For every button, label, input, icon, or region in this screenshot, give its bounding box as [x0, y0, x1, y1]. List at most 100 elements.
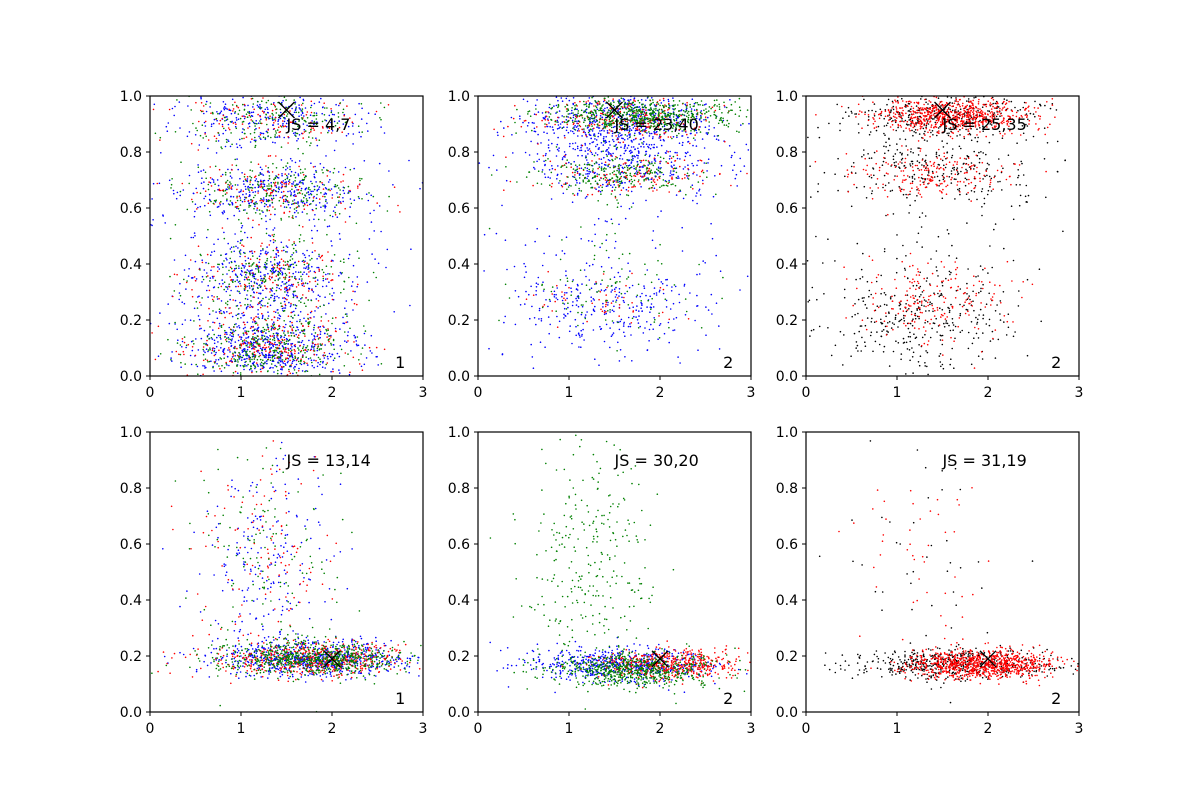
scatter-point: [180, 366, 182, 369]
scatter-point: [236, 326, 238, 328]
scatter-point: [302, 102, 304, 105]
scatter-point: [266, 171, 269, 173]
scatter-point: [344, 166, 347, 169]
scatter-point: [256, 342, 258, 345]
scatter-point: [588, 124, 590, 126]
scatter-point: [310, 162, 312, 164]
scatter-point: [315, 207, 318, 210]
scatter-point: [256, 358, 259, 361]
scatter-point: [626, 120, 628, 123]
scatter-point: [242, 332, 245, 335]
scatter-point: [622, 97, 624, 100]
scatter-point: [647, 145, 649, 148]
scatter-point: [321, 259, 324, 262]
scatter-point: [639, 295, 642, 298]
scatter-point: [368, 299, 370, 302]
scatter-point: [256, 363, 259, 366]
scatter-point: [269, 278, 272, 281]
scatter-point: [247, 303, 249, 306]
scatter-point: [657, 152, 660, 154]
scatter-point: [305, 273, 308, 275]
scatter-point: [301, 211, 304, 213]
scatter-point: [265, 200, 268, 203]
scatter-point: [255, 139, 257, 142]
scatter-point: [238, 267, 240, 270]
scatter-point: [236, 279, 238, 281]
scatter-point: [281, 360, 284, 363]
scatter-point: [533, 127, 536, 130]
scatter-point: [553, 293, 556, 296]
scatter-point: [337, 201, 340, 204]
scatter-point: [355, 343, 358, 346]
scatter-point: [178, 298, 180, 301]
scatter-point: [329, 189, 331, 192]
scatter-point: [236, 188, 238, 191]
scatter-point: [353, 334, 356, 337]
scatter-point: [249, 269, 252, 272]
scatter-point: [359, 177, 361, 180]
scatter-point: [385, 266, 387, 269]
scatter-point: [217, 327, 220, 330]
scatter-point: [643, 146, 645, 148]
scatter-point: [216, 179, 219, 181]
scatter-point: [251, 189, 253, 192]
scatter-point: [203, 342, 205, 345]
scatter-point: [237, 113, 240, 115]
scatter-point: [287, 203, 290, 206]
scatter-point: [234, 121, 237, 124]
scatter-point: [331, 245, 333, 247]
scatter-point: [229, 181, 231, 183]
scatter-point: [576, 130, 579, 132]
scatter-point: [576, 116, 578, 119]
scatter-point: [536, 153, 539, 155]
scatter-point: [669, 174, 671, 177]
scatter-point: [321, 285, 324, 288]
scatter-point: [576, 166, 578, 168]
scatter-point: [591, 153, 594, 156]
scatter-point: [620, 134, 622, 137]
scatter-point: [334, 330, 337, 332]
scatter-point: [272, 235, 275, 238]
scatter-point: [590, 300, 593, 302]
scatter-point: [380, 363, 383, 365]
scatter-point: [253, 203, 256, 205]
scatter-point: [254, 205, 256, 208]
scatter-point: [326, 175, 329, 177]
scatter-point: [214, 183, 216, 185]
scatter-point: [294, 307, 297, 310]
scatter-point: [584, 314, 587, 316]
scatter-point: [600, 166, 603, 168]
scatter-point: [289, 275, 291, 278]
scatter-point: [592, 309, 595, 312]
scatter-point: [287, 343, 289, 345]
scatter-point: [273, 321, 275, 324]
scatter-point: [287, 290, 289, 292]
scatter-point: [685, 108, 688, 111]
scatter-point: [290, 344, 293, 346]
scatter-point: [614, 240, 617, 243]
scatter-point: [611, 132, 614, 135]
scatter-point: [308, 288, 311, 290]
scatter-point: [220, 254, 222, 256]
scatter-point: [294, 350, 296, 352]
scatter-point: [410, 248, 412, 250]
scatter-point: [358, 197, 361, 200]
scatter-point: [580, 149, 583, 152]
scatter-point: [294, 352, 296, 355]
scatter-point: [231, 169, 233, 171]
scatter-point: [556, 143, 559, 146]
scatter-point: [217, 238, 219, 241]
scatter-point: [218, 349, 220, 352]
scatter-point: [272, 271, 275, 273]
scatter-point: [264, 261, 267, 264]
scatter-point: [232, 329, 234, 331]
scatter-point: [290, 302, 292, 305]
scatter-point: [231, 280, 234, 283]
scatter-point: [260, 184, 263, 186]
scatter-point: [226, 311, 228, 313]
scatter-point: [650, 323, 652, 326]
scatter-point: [295, 264, 298, 267]
scatter-point: [636, 154, 638, 157]
scatter-point: [238, 195, 241, 197]
scatter-point: [314, 332, 317, 334]
